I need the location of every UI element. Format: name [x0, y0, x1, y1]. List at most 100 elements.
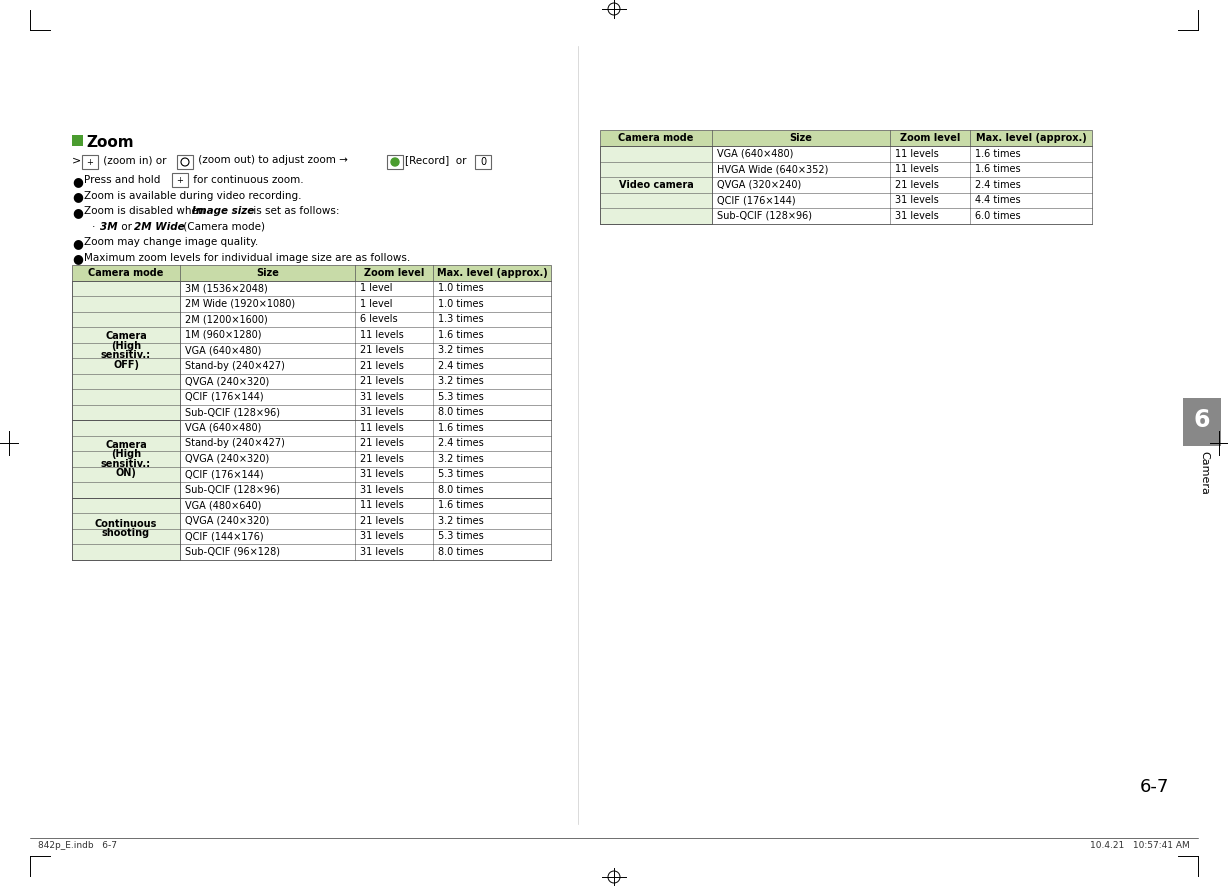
Text: Camera: Camera [1199, 451, 1210, 495]
Text: ON): ON) [115, 468, 136, 478]
Text: Sub-QCIF (128×96): Sub-QCIF (128×96) [717, 211, 812, 221]
Text: 842p_E.indb   6-7: 842p_E.indb 6-7 [38, 841, 117, 850]
Text: 11 levels: 11 levels [895, 149, 938, 159]
Circle shape [391, 158, 399, 166]
Text: 3.2 times: 3.2 times [438, 516, 484, 525]
Text: Sub-QCIF (128×96): Sub-QCIF (128×96) [185, 485, 280, 494]
Text: 31 levels: 31 levels [360, 408, 404, 417]
Text: Camera: Camera [106, 331, 147, 341]
Text: 11 levels: 11 levels [360, 423, 404, 432]
Text: Size: Size [257, 268, 279, 277]
Text: QVGA (240×320): QVGA (240×320) [185, 454, 269, 463]
Text: 21 levels: 21 levels [360, 516, 404, 525]
Text: 2.4 times: 2.4 times [438, 439, 484, 448]
Text: or: or [118, 222, 135, 231]
Text: Size: Size [790, 133, 813, 143]
Text: 10.4.21   10:57:41 AM: 10.4.21 10:57:41 AM [1090, 841, 1190, 850]
Text: sensitiv.:: sensitiv.: [101, 458, 151, 469]
Text: 0: 0 [480, 157, 486, 167]
Text: ●: ● [72, 253, 82, 266]
Text: 6-7: 6-7 [1140, 778, 1169, 796]
Bar [172, 173, 188, 187]
Text: 1.6 times: 1.6 times [438, 330, 484, 339]
Text: Zoom level: Zoom level [363, 268, 424, 277]
Bar [72, 281, 181, 420]
Bar [72, 135, 84, 146]
Text: (High: (High [111, 449, 141, 459]
Text: Continuous: Continuous [95, 518, 157, 529]
Bar [177, 155, 193, 169]
Bar [475, 155, 491, 169]
Text: QCIF (176×144): QCIF (176×144) [185, 392, 264, 401]
Text: QCIF (176×144): QCIF (176×144) [717, 195, 796, 206]
Text: sensitiv.:: sensitiv.: [101, 350, 151, 360]
Text: Sub-QCIF (128×96): Sub-QCIF (128×96) [185, 408, 280, 417]
Text: 1.3 times: 1.3 times [438, 315, 484, 324]
Bar [600, 130, 1092, 146]
Text: 4.4 times: 4.4 times [975, 195, 1020, 206]
Text: 31 levels: 31 levels [360, 485, 404, 494]
Text: 3.2 times: 3.2 times [438, 346, 484, 355]
Text: (Camera mode): (Camera mode) [181, 222, 265, 231]
Bar [72, 265, 551, 281]
Text: 21 levels: 21 levels [360, 454, 404, 463]
Text: ●: ● [72, 175, 82, 188]
Text: QCIF (144×176): QCIF (144×176) [185, 532, 264, 541]
Text: Zoom is disabled when: Zoom is disabled when [84, 206, 208, 216]
Text: 8.0 times: 8.0 times [438, 547, 484, 556]
Text: +: + [86, 158, 93, 167]
Text: VGA (640×480): VGA (640×480) [185, 423, 262, 432]
Text: 1.0 times: 1.0 times [438, 299, 484, 308]
Text: Stand-by (240×427): Stand-by (240×427) [185, 361, 285, 370]
Text: (High: (High [111, 340, 141, 351]
Text: +: + [177, 175, 183, 184]
Text: Zoom: Zoom [86, 135, 134, 150]
Text: Camera mode: Camera mode [619, 133, 694, 143]
Text: 2.4 times: 2.4 times [438, 361, 484, 370]
Text: Zoom level: Zoom level [900, 133, 960, 143]
Text: Zoom may change image quality.: Zoom may change image quality. [84, 237, 258, 247]
Text: 1M (960×1280): 1M (960×1280) [185, 330, 262, 339]
Text: Sub-QCIF (96×128): Sub-QCIF (96×128) [185, 547, 280, 556]
Text: 31 levels: 31 levels [360, 470, 404, 479]
Text: Image size: Image size [192, 206, 254, 216]
Text: 5.3 times: 5.3 times [438, 392, 484, 401]
Text: 6: 6 [1194, 408, 1211, 432]
Text: 1 level: 1 level [360, 299, 393, 308]
Text: 1.6 times: 1.6 times [438, 501, 484, 510]
Text: 2M (1200×1600): 2M (1200×1600) [185, 315, 268, 324]
Text: 1.6 times: 1.6 times [975, 149, 1020, 159]
Text: 21 levels: 21 levels [360, 377, 404, 386]
Text: 2M Wide: 2M Wide [134, 222, 184, 231]
Text: 3.2 times: 3.2 times [438, 454, 484, 463]
Text: QVGA (240×320): QVGA (240×320) [185, 516, 269, 525]
Bar [82, 155, 98, 169]
Text: Camera mode: Camera mode [88, 268, 163, 277]
Text: 31 levels: 31 levels [360, 532, 404, 541]
Text: 11 levels: 11 levels [360, 330, 404, 339]
Text: 5.3 times: 5.3 times [438, 532, 484, 541]
Text: 31 levels: 31 levels [895, 195, 938, 206]
Text: ●: ● [72, 206, 82, 219]
Text: 31 levels: 31 levels [360, 392, 404, 401]
Text: for continuous zoom.: for continuous zoom. [190, 175, 303, 185]
Bar [1183, 398, 1221, 446]
Text: shooting: shooting [102, 528, 150, 539]
Text: QVGA (240×320): QVGA (240×320) [185, 377, 269, 386]
Text: 3M (1536×2048): 3M (1536×2048) [185, 284, 268, 293]
Text: 31 levels: 31 levels [360, 547, 404, 556]
Bar [72, 498, 181, 559]
Text: ●: ● [72, 237, 82, 250]
Bar [600, 146, 712, 223]
Text: Max. level (approx.): Max. level (approx.) [437, 268, 548, 277]
Bar [72, 420, 181, 498]
Text: 2.4 times: 2.4 times [975, 180, 1020, 190]
Text: >: > [72, 155, 81, 165]
Text: 3.2 times: 3.2 times [438, 377, 484, 386]
Text: ●: ● [72, 190, 82, 204]
Text: Zoom is available during video recording.: Zoom is available during video recording… [84, 190, 302, 200]
Text: 6 levels: 6 levels [360, 315, 398, 324]
Text: 21 levels: 21 levels [895, 180, 939, 190]
Text: 2M Wide (1920×1080): 2M Wide (1920×1080) [185, 299, 295, 308]
Text: Video camera: Video camera [619, 180, 694, 190]
